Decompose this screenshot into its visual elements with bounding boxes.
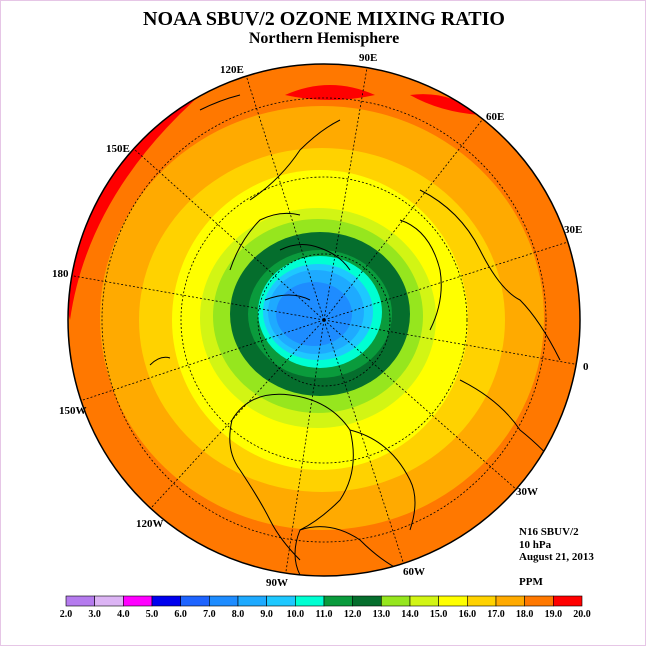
colorbar-tick-label: 7.0 xyxy=(203,609,216,620)
label-120w: 120W xyxy=(136,518,164,530)
colorbar-tick-label: 4.0 xyxy=(117,609,130,620)
label-30e: 30E xyxy=(564,224,583,236)
colorbar-tick-label: 16.0 xyxy=(458,609,477,620)
graticule xyxy=(68,64,580,576)
map-title: NOAA SBUV/2 OZONE MIXING RATIO xyxy=(143,8,505,30)
info-instrument: N16 SBUV/2 xyxy=(519,526,579,538)
colorbar-tick-label: 20.0 xyxy=(573,609,591,620)
info-units: PPM xyxy=(519,576,543,588)
info-date: August 21, 2013 xyxy=(519,551,594,563)
colorbar-tick-label: 12.0 xyxy=(343,609,362,620)
map-boundary xyxy=(67,63,581,577)
label-150e: 150E xyxy=(106,143,130,155)
label-90e: 90E xyxy=(359,52,378,64)
ozone-contours xyxy=(68,64,580,576)
colorbar-tick-label: 5.0 xyxy=(145,609,159,620)
colorbar-tick-label: 15.0 xyxy=(429,609,448,620)
colorbar-tick-label: 2.0 xyxy=(59,609,73,620)
colorbar-tick-label: 6.0 xyxy=(174,609,187,620)
label-180: 180 xyxy=(52,268,69,280)
colorbar-tick-label: 17.0 xyxy=(487,609,505,620)
label-150w: 150W xyxy=(59,405,87,417)
colorbar-tick-label: 13.0 xyxy=(372,609,391,620)
coastlines xyxy=(149,94,561,576)
info-level: 10 hPa xyxy=(519,539,552,551)
ring-7 xyxy=(276,282,352,346)
colorbar-tick-label: 10.0 xyxy=(286,609,305,620)
colorbar-tick-label: 18.0 xyxy=(515,609,534,620)
colorbar-tick-label: 3.0 xyxy=(88,609,101,620)
colorbar-tick-label: 11.0 xyxy=(315,609,333,620)
colorbar-tick-label: 19.0 xyxy=(544,609,563,620)
label-120e: 120E xyxy=(220,64,244,76)
label-30w: 30W xyxy=(516,486,538,498)
colorbar-tick-label: 14.0 xyxy=(401,609,419,620)
red-patch-northeast xyxy=(410,94,480,115)
colorbar-tick-label: 9.0 xyxy=(260,609,273,620)
red-patch-north xyxy=(285,85,375,100)
map-subtitle: Northern Hemisphere xyxy=(248,30,400,47)
colorbar-tick-label: 8.0 xyxy=(231,609,245,620)
label-0: 0 xyxy=(583,361,589,373)
label-60e: 60E xyxy=(486,111,505,123)
label-90w: 90W xyxy=(266,577,288,589)
label-60w: 60W xyxy=(403,566,425,578)
